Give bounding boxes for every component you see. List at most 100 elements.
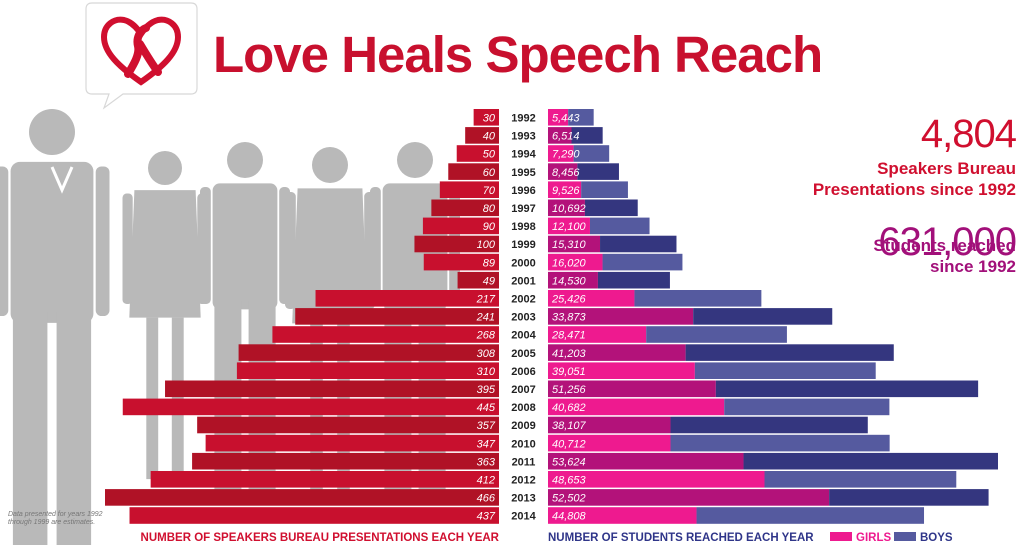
boys-bar-2004 (646, 326, 787, 343)
girls-bar-2005 (548, 344, 686, 361)
students-value-2000: 16,020 (552, 257, 587, 269)
presentations-bar-1997 (431, 199, 499, 217)
presentations-bar-1998 (422, 217, 499, 235)
presentations-total: 4,804 (920, 112, 1017, 156)
boys-bar-2013 (829, 489, 989, 506)
girls-bar-1992 (548, 109, 569, 126)
presentations-value-2013: 466 (477, 493, 496, 505)
year-label-2012: 2012 (511, 475, 535, 487)
year-label-2010: 2010 (511, 438, 535, 450)
presentations-value-1992: 30 (483, 113, 496, 125)
girls-bar-1996 (548, 181, 582, 198)
year-label-2004: 2004 (511, 330, 536, 342)
students-value-2011: 53,624 (552, 456, 586, 468)
students-label-line1: Students reached (873, 236, 1016, 255)
presentations-value-2009: 357 (477, 420, 496, 432)
presentations-label-line2: Presentations since 1992 (812, 180, 1016, 199)
girls-bar-2002 (548, 290, 635, 307)
presentations-value-2008: 445 (477, 402, 496, 414)
girls-bar-2013 (548, 489, 830, 506)
presentations-bar-2005 (238, 344, 499, 361)
presentations-bar-1996 (439, 181, 499, 198)
boys-bar-2008 (724, 398, 890, 416)
presentations-value-2005: 308 (477, 348, 496, 360)
year-label-1992: 1992 (511, 113, 535, 125)
legend-swatch-boys (894, 532, 916, 541)
presentations-bar-2000 (423, 253, 499, 271)
students-value-2009: 38,107 (552, 420, 587, 432)
year-label-1998: 1998 (511, 221, 535, 233)
presentations-bar-1994 (456, 145, 499, 162)
girls-bar-1999 (548, 235, 601, 253)
students-value-2003: 33,873 (552, 312, 587, 324)
boys-bar-1995 (577, 163, 619, 180)
presentations-value-2003: 241 (476, 312, 495, 324)
chart-labels: 30 1992 5,443 40 1993 6,514 50 1994 7,290 60 1995 8… (476, 113, 587, 523)
presentations-bar-2013 (105, 489, 499, 506)
presentations-bar-1993 (465, 127, 499, 144)
presentations-value-2007: 395 (477, 384, 496, 396)
legend-label-boys: BOYS (920, 532, 953, 544)
boys-bar-2005 (685, 344, 894, 361)
presentations-value-1993: 40 (483, 131, 496, 143)
presentations-value-2014: 437 (477, 511, 496, 523)
chart-bars (105, 109, 998, 524)
boys-bar-2014 (696, 507, 925, 524)
presentations-bar-2006 (236, 362, 499, 379)
boys-bar-2009 (670, 416, 868, 434)
year-label-1996: 1996 (511, 185, 535, 197)
presentations-bar-1992 (473, 109, 499, 126)
presentations-bar-2008 (122, 398, 499, 416)
year-label-2007: 2007 (511, 384, 535, 396)
girls-bar-2000 (548, 253, 603, 271)
year-label-2003: 2003 (511, 312, 535, 324)
girls-bar-1995 (548, 163, 578, 180)
presentations-value-1996: 70 (483, 185, 496, 197)
boys-bar-2002 (634, 290, 762, 307)
estimate-footnote: Data presented for years 1992 through 19… (8, 511, 103, 526)
year-label-2014: 2014 (511, 511, 536, 523)
students-total: 631,000 (878, 220, 1017, 264)
boys-bar-1996 (581, 181, 628, 198)
presentations-value-1994: 50 (483, 149, 496, 161)
presentations-bar-2001 (457, 271, 499, 289)
girls-bar-2003 (548, 308, 694, 325)
students-value-2005: 41,203 (552, 348, 587, 360)
boys-bar-1999 (600, 235, 677, 253)
presentations-value-2006: 310 (477, 366, 496, 378)
year-label-2009: 2009 (511, 420, 535, 432)
girls-bar-2008 (548, 398, 725, 416)
students-value-1996: 9,526 (552, 185, 580, 197)
girls-bar-1997 (548, 199, 585, 217)
year-label-2013: 2013 (511, 493, 535, 505)
presentations-value-2012: 412 (477, 475, 495, 487)
presentations-label-line1: Speakers Bureau (877, 159, 1016, 178)
students-value-1999: 15,310 (552, 239, 587, 251)
presentations-bar-1999 (414, 235, 499, 253)
students-value-2007: 51,256 (552, 384, 587, 396)
girls-bar-2014 (548, 507, 697, 524)
presentations-value-1995: 60 (483, 167, 496, 179)
presentations-axis-label: NUMBER OF SPEAKERS BUREAU PRESENTATIONS … (141, 532, 500, 544)
year-label-2011: 2011 (512, 456, 536, 468)
presentations-value-2001: 49 (483, 275, 495, 287)
year-label-1997: 1997 (511, 203, 535, 215)
boys-bar-1992 (568, 109, 594, 126)
year-label-2006: 2006 (511, 366, 535, 378)
boys-bar-2011 (743, 452, 998, 470)
page-title: Love Heals Speech Reach (213, 26, 823, 83)
boys-bar-2001 (597, 271, 670, 289)
girls-bar-2004 (548, 326, 647, 343)
year-label-2001: 2001 (511, 275, 535, 287)
presentations-bar-2011 (192, 452, 500, 470)
presentations-value-1997: 80 (483, 203, 496, 215)
presentations-bar-2003 (295, 308, 499, 325)
year-label-2002: 2002 (511, 294, 535, 306)
students-label-line2: since 1992 (929, 257, 1016, 276)
girls-bar-2012 (548, 471, 765, 488)
person-collar (50, 166, 74, 194)
year-label-2005: 2005 (511, 348, 535, 360)
boys-bar-2012 (764, 471, 957, 488)
students-value-1995: 8,456 (552, 167, 580, 179)
girls-bar-2010 (548, 434, 671, 452)
